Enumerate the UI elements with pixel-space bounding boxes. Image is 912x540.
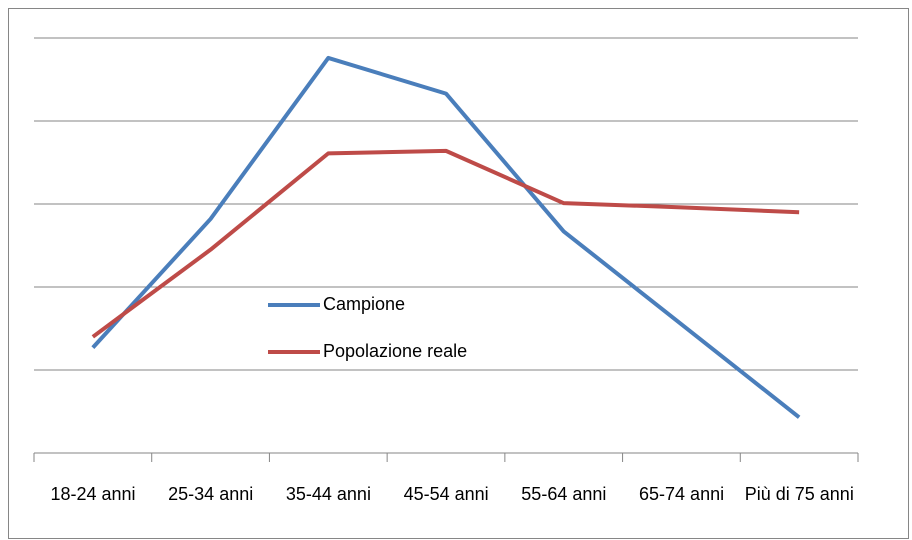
- legend-label: Campione: [323, 294, 405, 314]
- x-tick-label: 18-24 anni: [50, 484, 136, 504]
- x-tick-label: 45-54 anni: [403, 484, 489, 504]
- x-tick-label: 25-34 anni: [168, 484, 254, 504]
- series-line: [91, 148, 800, 339]
- chart-frame: [8, 8, 909, 539]
- x-tick-label: 65-74 anni: [639, 484, 725, 504]
- legend-label: Popolazione reale: [323, 341, 467, 361]
- x-tick-label: 35-44 anni: [285, 484, 371, 504]
- series-line: [91, 55, 801, 419]
- x-tick-label: Più di 75 anni: [744, 484, 854, 504]
- x-tick-label: 55-64 anni: [521, 484, 607, 504]
